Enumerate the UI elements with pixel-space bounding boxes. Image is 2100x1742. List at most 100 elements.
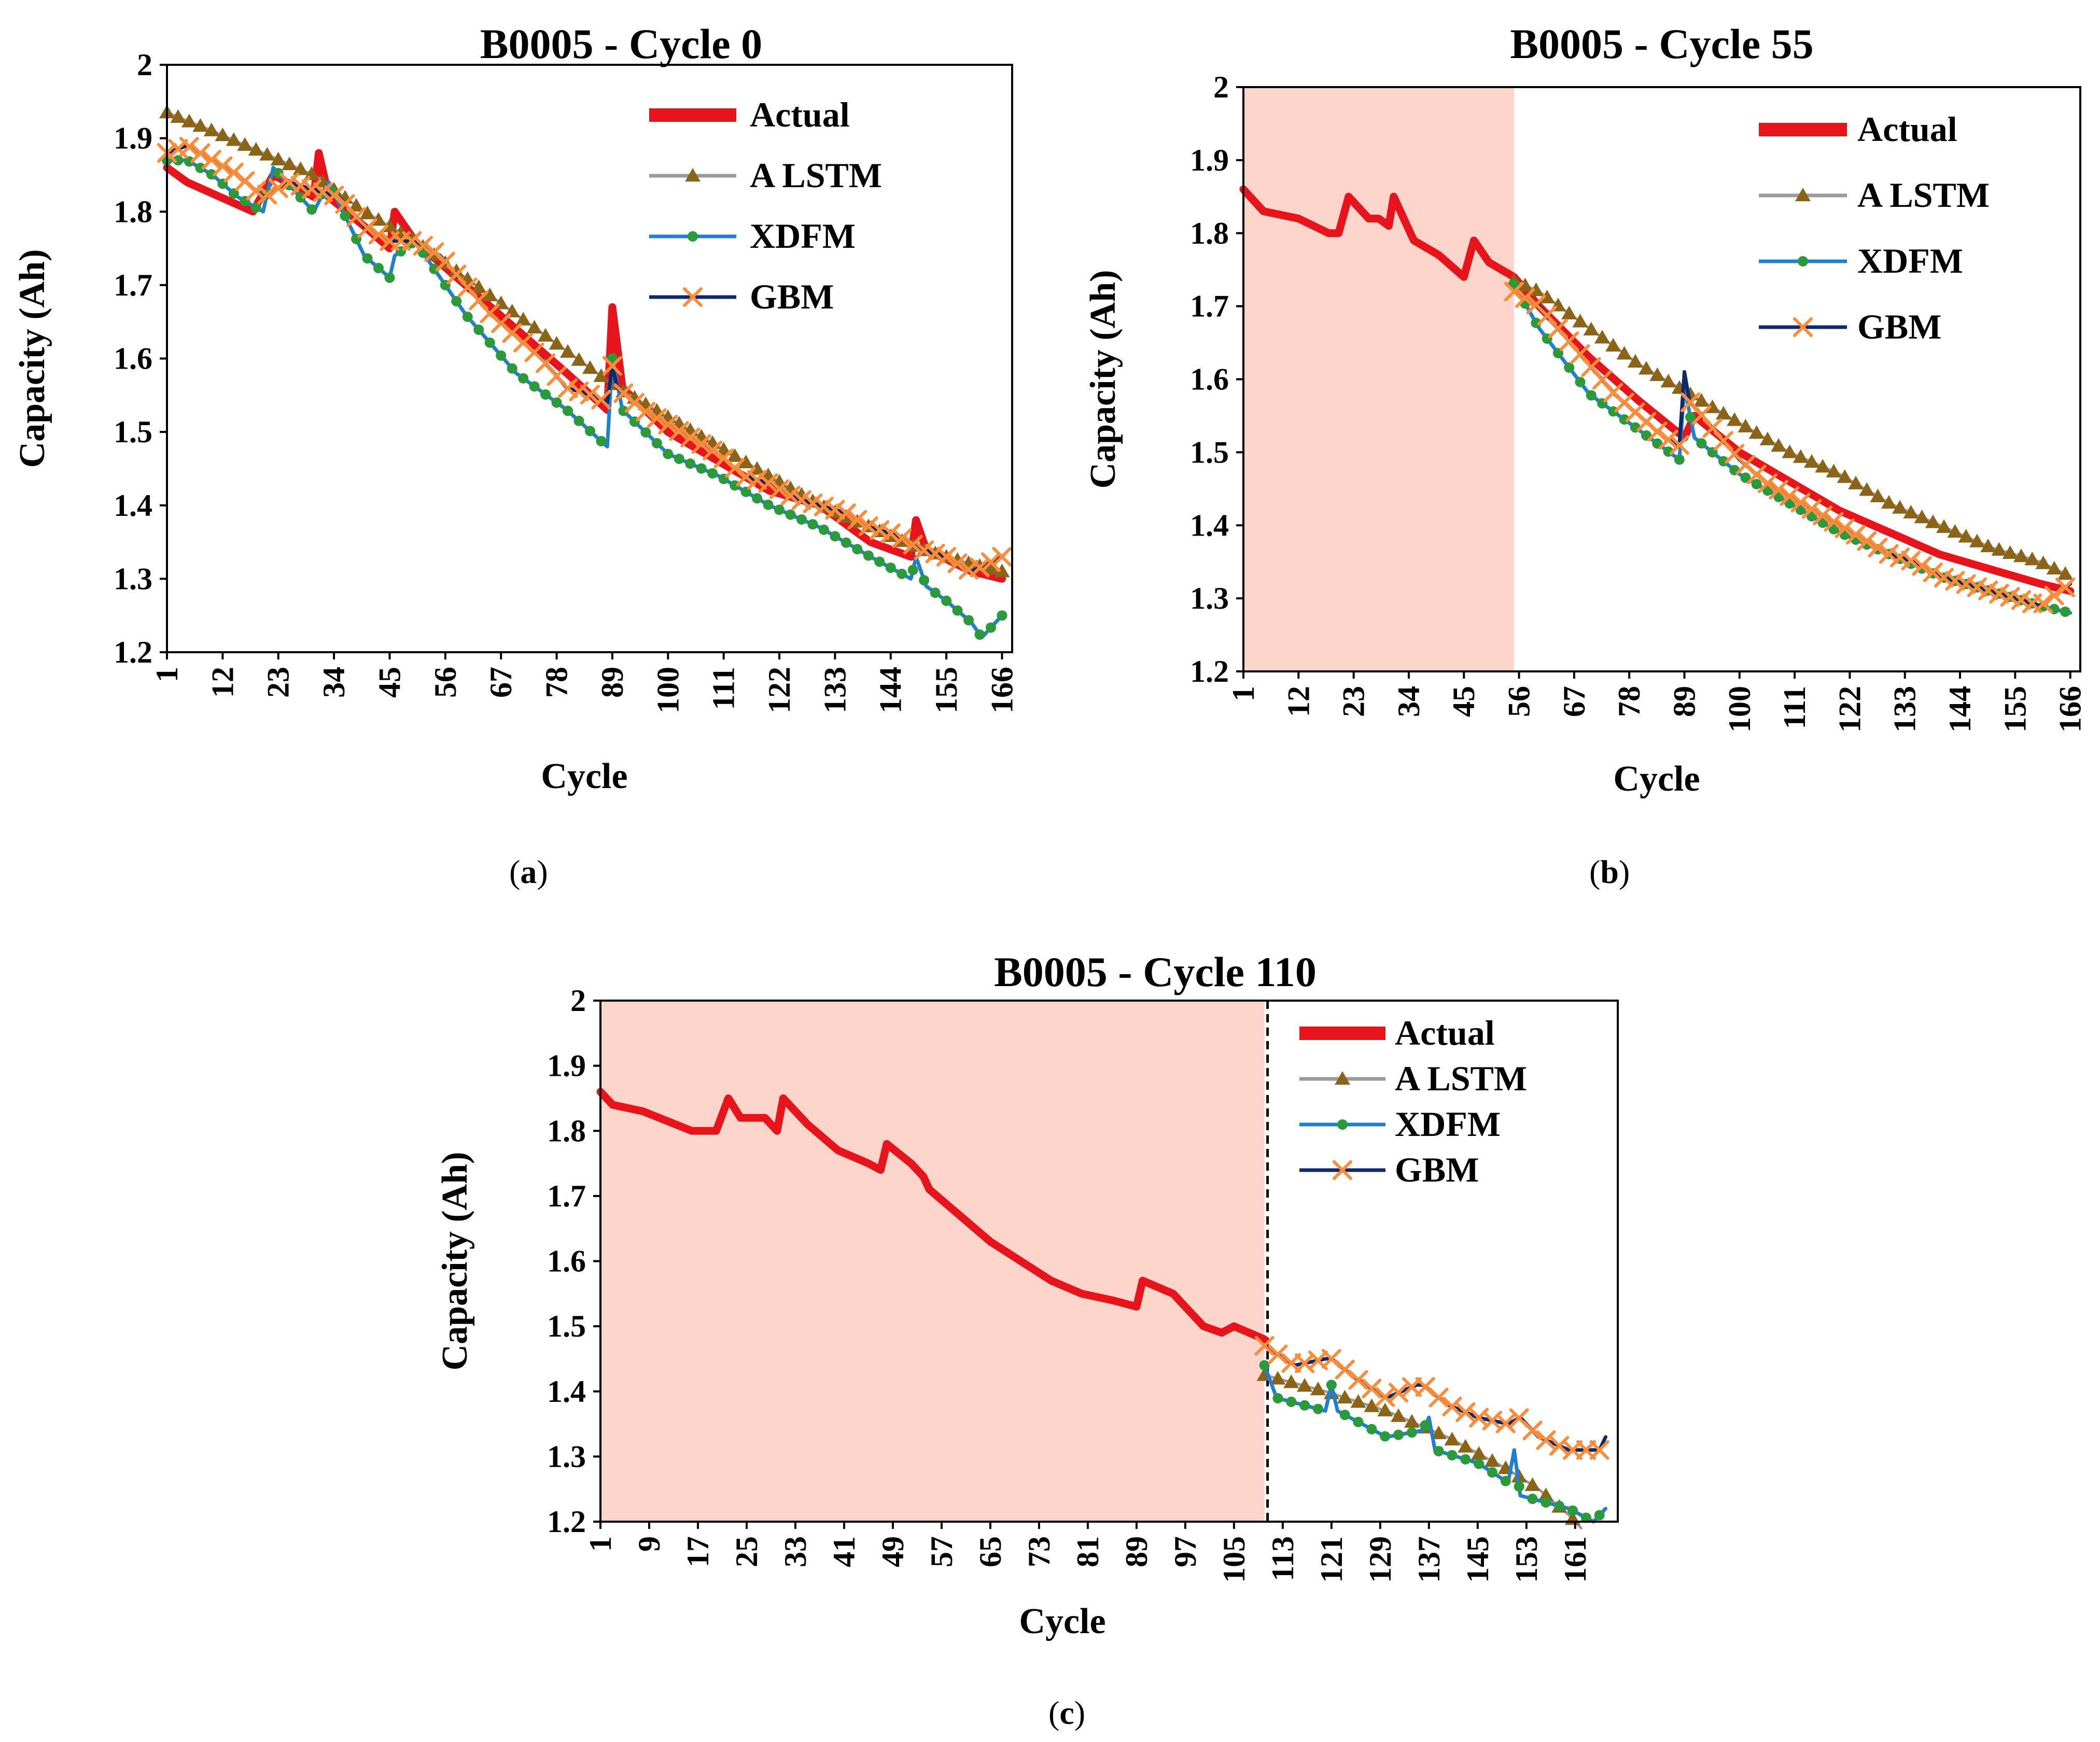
legend-entry-xdfm: XDFM [1299, 1104, 1501, 1144]
legend-entry-gbm: GBM [649, 277, 834, 316]
y-tick-label: 1.6 [547, 1244, 586, 1279]
series-marker [181, 114, 197, 128]
series-marker [780, 486, 801, 506]
series-marker [1561, 305, 1577, 319]
series-marker [1859, 482, 1875, 496]
series-marker [1616, 346, 1632, 360]
series-marker [1404, 1414, 1420, 1428]
legend-swatch-marker [1337, 1119, 1348, 1130]
series-marker [769, 479, 790, 499]
chart-title: B0005 - Cycle 0 [480, 20, 762, 67]
series-marker [515, 312, 531, 326]
series-marker [250, 202, 261, 213]
series-marker [560, 344, 576, 358]
series-marker [983, 561, 999, 575]
series-marker [974, 629, 985, 640]
x-tick-label: 57 [925, 1536, 959, 1567]
series-marker [994, 564, 1010, 578]
y-tick-label: 1.3 [114, 561, 152, 596]
series-marker [2011, 590, 2031, 610]
series-marker [1580, 1512, 1591, 1523]
series-marker [785, 509, 796, 520]
series-marker [1339, 1409, 1350, 1420]
series-marker [1751, 479, 1762, 489]
y-axis-label: Capacity (Ah) [435, 1152, 475, 1371]
legend-swatch-marker [1335, 1071, 1350, 1085]
series-marker [791, 490, 811, 510]
series-marker [796, 514, 807, 525]
series-marker [847, 510, 867, 530]
series-marker [1912, 556, 1932, 576]
panel-caption: (b) [1589, 853, 1630, 890]
series-marker [2033, 593, 2053, 613]
x-tick-label: 122 [1832, 686, 1867, 733]
x-tick-label: 73 [1022, 1536, 1056, 1567]
series-marker [841, 537, 851, 548]
series-marker [357, 218, 377, 238]
legend-entry-actual: Actual [649, 95, 850, 134]
series-marker [663, 448, 674, 459]
series-marker [1639, 361, 1655, 375]
series-marker [1259, 1360, 1270, 1371]
series-gbm [1504, 282, 2076, 613]
series-marker [348, 198, 365, 212]
series-actual [1239, 185, 2075, 595]
series-marker [1826, 463, 1842, 477]
x-tick-label: 67 [484, 667, 518, 698]
series-marker [1967, 577, 1987, 597]
series-line [165, 144, 1004, 573]
legend-label: A LSTM [1395, 1059, 1527, 1098]
panel-caption: (a) [509, 853, 548, 890]
series-marker [313, 182, 333, 202]
series-marker [482, 287, 498, 301]
series-marker [1769, 480, 1789, 500]
x-tick-label: 12 [1281, 686, 1315, 717]
series-marker [2044, 585, 2064, 606]
series-marker [1870, 488, 1886, 502]
series-marker [462, 312, 473, 322]
x-tick-label: 67 [1557, 686, 1591, 717]
legend-label: GBM [750, 277, 834, 316]
x-tick-label: 49 [876, 1536, 910, 1567]
y-tick-label: 1.5 [547, 1309, 586, 1343]
series-marker [1594, 1510, 1605, 1521]
series-marker [758, 473, 778, 493]
y-tick-label: 1.9 [1190, 143, 1229, 177]
x-tick-label: 105 [1217, 1536, 1251, 1583]
series-marker [1364, 1398, 1380, 1412]
series-marker [814, 497, 834, 517]
series-marker [674, 453, 684, 464]
series-marker [484, 337, 495, 348]
series-marker [1835, 518, 1855, 538]
series-marker [223, 162, 244, 182]
series-marker [647, 408, 667, 428]
y-axis-label: Capacity (Ah) [1083, 270, 1123, 489]
y-tick-label: 1.5 [1190, 435, 1229, 469]
legend-label: GBM [1395, 1150, 1479, 1189]
x-tick-label: 81 [1071, 1536, 1105, 1567]
series-marker [1500, 1476, 1511, 1486]
series-marker [1444, 1431, 1460, 1445]
series-marker [852, 544, 863, 555]
series-marker [179, 137, 199, 157]
series-line [1263, 1373, 1583, 1530]
x-tick-label: 111 [707, 667, 741, 710]
x-tick-label: 166 [985, 667, 1019, 713]
series-marker [413, 235, 433, 256]
series-marker [807, 519, 818, 530]
series-marker [246, 181, 266, 201]
series-marker [1487, 1467, 1497, 1478]
legend-swatch-marker [1795, 188, 1811, 202]
series-marker [184, 156, 194, 167]
series-marker [1326, 1380, 1337, 1390]
series-marker [496, 350, 507, 361]
x-tick-label: 41 [827, 1536, 861, 1567]
series-marker [1286, 1396, 1297, 1407]
legend-label: A LSTM [750, 156, 882, 195]
series-marker [295, 192, 306, 203]
series-marker [2055, 577, 2076, 597]
y-tick-label: 1.8 [547, 1114, 586, 1148]
series-marker [925, 543, 945, 564]
y-tick-label: 1.3 [547, 1439, 586, 1473]
series-marker [1715, 405, 1731, 420]
